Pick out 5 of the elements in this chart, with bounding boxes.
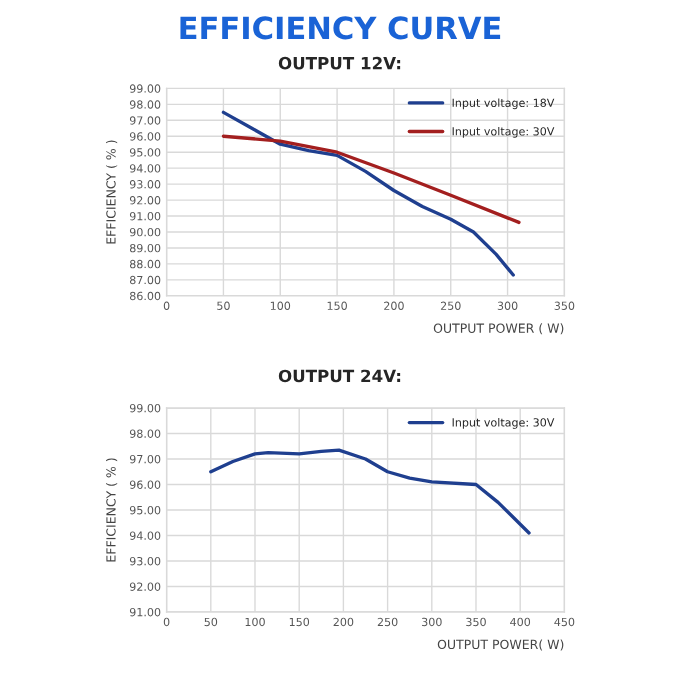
line-series <box>221 134 521 225</box>
chart-subtitle: OUTPUT 12V: <box>278 56 401 70</box>
chart-title: OUTPUT 24V: <box>278 369 401 383</box>
chart-title: EFFICIENCY CURVE <box>180 16 501 40</box>
line-series <box>209 448 531 535</box>
